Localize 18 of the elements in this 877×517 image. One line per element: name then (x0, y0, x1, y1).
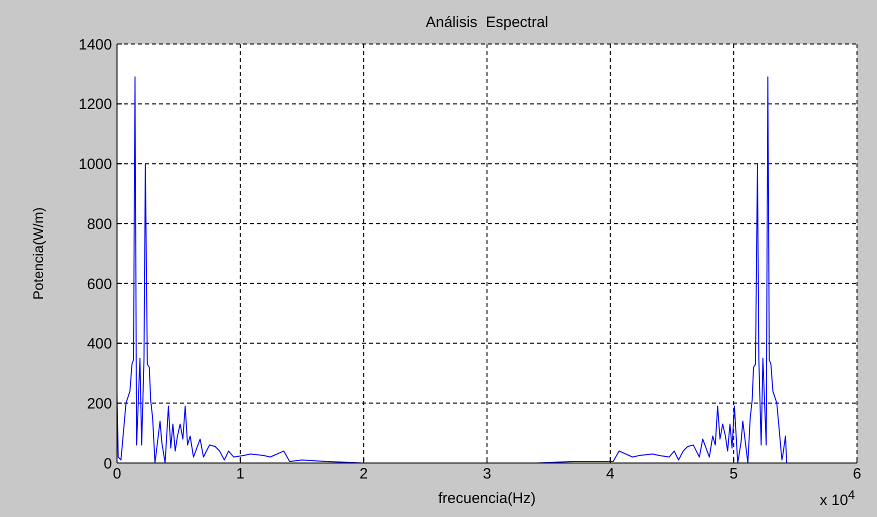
y-tick-label: 200 (86, 395, 112, 412)
x-tick-label: 3 (482, 466, 492, 483)
x-tick-label: 2 (359, 466, 368, 483)
y-tick-label: 1200 (78, 96, 112, 114)
x-tick-label: 6 (852, 466, 862, 483)
y-axis-title: Potencia(W/m) (30, 207, 46, 300)
x-tick-label: 5 (729, 466, 738, 483)
y-tick-label: 1000 (78, 156, 112, 174)
y-tick-label: 400 (86, 336, 112, 353)
text: x 10$^{4}$ (820, 488, 855, 509)
y-tick-label: 600 (86, 276, 112, 293)
x-tick-label: 4 (606, 466, 615, 483)
x-axis-title: frecuencia(Hz) (438, 490, 536, 507)
x-tick-label: 1 (236, 466, 245, 483)
chart-title: Análisis Espectral (424, 14, 550, 31)
line-series (117, 76, 788, 463)
y-tick-label: 800 (86, 216, 112, 233)
y-tick-label: 1400 (78, 36, 112, 54)
